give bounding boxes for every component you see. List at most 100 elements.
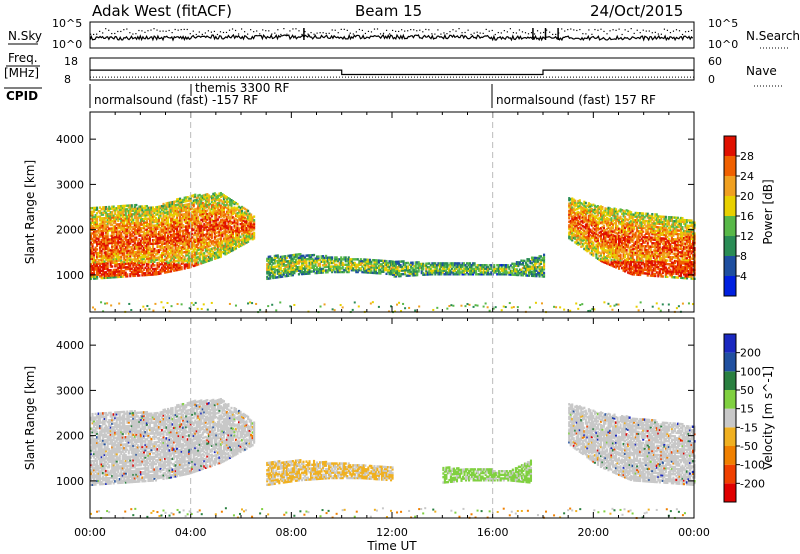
range-gate-cell — [464, 273, 467, 276]
range-gate-cell — [132, 252, 135, 256]
range-gate-cell — [138, 243, 141, 246]
range-gate-cell — [90, 232, 93, 235]
range-gate-cell — [121, 213, 124, 217]
range-gate-cell — [449, 271, 452, 274]
range-gate-cell — [165, 251, 168, 254]
range-gate-cell — [123, 262, 126, 266]
range-gate-cell — [186, 244, 189, 248]
range-gate-cell — [234, 234, 238, 237]
range-gate-cell — [151, 271, 155, 274]
range-gate-cell — [212, 210, 215, 214]
range-gate-cell — [203, 224, 206, 228]
range-gate-cell — [577, 243, 580, 246]
range-gate-cell — [595, 243, 598, 247]
range-gate-cell — [144, 234, 147, 237]
range-gate-cell — [577, 201, 580, 205]
range-gate-cell — [121, 212, 124, 215]
range-gate-cell — [317, 264, 320, 267]
range-gate-cell — [586, 224, 589, 227]
range-gate-cell — [234, 243, 238, 246]
range-gate-cell — [572, 223, 575, 227]
nsearch-point — [250, 29, 252, 31]
range-gate-cell — [186, 262, 189, 266]
range-gate-cell — [159, 212, 162, 215]
range-gate-cell — [133, 245, 136, 249]
range-gate-cell — [124, 217, 127, 220]
range-gate-cell — [142, 272, 145, 275]
range-gate-cell — [449, 269, 452, 272]
range-gate-cell — [322, 269, 325, 272]
range-gate-cell — [300, 272, 304, 276]
range-gate-cell — [135, 220, 138, 223]
range-gate-cell — [118, 244, 121, 248]
range-gate-cell — [195, 218, 198, 221]
range-gate-cell — [177, 244, 180, 248]
range-gate-cell — [145, 219, 148, 222]
range-gate-cell — [120, 213, 123, 217]
range-gate-cell — [117, 241, 120, 244]
range-gate-cell — [99, 229, 102, 233]
range-gate-cell — [282, 262, 285, 265]
range-gate-cell — [239, 239, 242, 242]
range-gate-cell — [132, 213, 135, 216]
range-gate-cell — [590, 247, 593, 251]
range-gate-cell — [469, 264, 472, 267]
range-gate-cell — [188, 219, 191, 222]
range-gate-cell — [368, 267, 371, 271]
range-gate-cell — [337, 259, 340, 263]
range-gate-cell — [99, 264, 102, 267]
range-gate-cell — [150, 266, 153, 269]
range-gate-cell — [464, 269, 467, 272]
range-gate-cell — [173, 207, 176, 211]
range-gate-cell — [123, 226, 126, 229]
range-gate-cell — [221, 234, 224, 238]
range-gate-cell — [219, 204, 222, 208]
range-gate-cell — [251, 227, 254, 230]
range-gate-cell — [267, 277, 270, 280]
range-gate-cell — [94, 208, 97, 211]
range-gate-cell — [192, 259, 195, 262]
range-gate-cell — [115, 234, 118, 237]
range-gate-cell — [599, 234, 602, 237]
range-gate-cell — [592, 218, 595, 221]
range-gate-cell — [293, 257, 296, 260]
range-gate-cell — [278, 266, 281, 270]
range-gate-cell — [244, 227, 247, 231]
range-gate-cell — [124, 242, 127, 246]
range-gate-cell — [91, 237, 94, 241]
range-gate-cell — [389, 260, 393, 263]
range-gate-cell — [120, 239, 123, 242]
range-gate-cell — [124, 204, 127, 208]
range-gate-cell — [132, 218, 135, 221]
range-gate-cell — [174, 200, 177, 203]
range-gate-cell — [203, 246, 206, 250]
range-gate-cell — [188, 244, 191, 247]
range-gate-cell — [195, 198, 198, 201]
range-gate-cell — [215, 251, 218, 254]
range-gate-cell — [569, 201, 572, 205]
range-gate-cell — [575, 238, 578, 242]
range-gate-cell — [479, 264, 482, 267]
range-gate-cell — [578, 202, 581, 206]
range-gate-cell — [329, 265, 332, 268]
range-gate-cell — [230, 209, 233, 213]
range-gate-cell — [170, 242, 173, 246]
range-gate-cell — [213, 251, 216, 255]
range-gate-cell — [154, 249, 158, 253]
range-gate-cell — [302, 258, 305, 261]
range-gate-cell — [105, 213, 108, 216]
range-gate-cell — [105, 236, 108, 240]
range-gate-cell — [230, 213, 233, 216]
range-gate-cell — [239, 226, 242, 229]
range-gate-cell — [230, 206, 233, 209]
range-gate-cell — [281, 257, 284, 260]
range-gate-cell — [601, 243, 604, 247]
nsky-trace — [89, 33, 694, 42]
range-gate-cell — [373, 264, 376, 267]
range-gate-cell — [290, 261, 293, 264]
range-gate-cell — [195, 214, 198, 218]
range-gate-cell — [225, 212, 229, 215]
range-gate-cell — [188, 235, 191, 238]
range-gate-cell — [599, 254, 602, 257]
range-gate-cell — [195, 223, 198, 227]
